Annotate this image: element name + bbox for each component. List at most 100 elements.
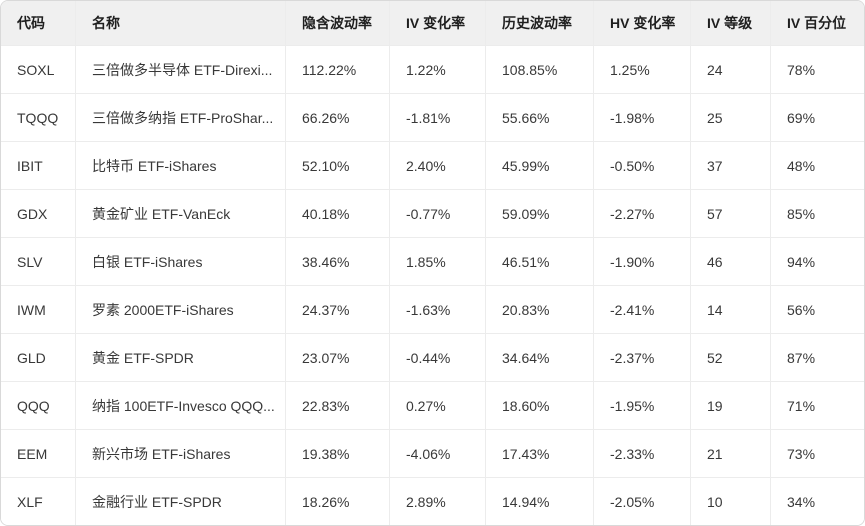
cell-xlf-iv: 18.26% [286, 478, 390, 525]
cell-iwm-name: 罗素 2000ETF-iShares [76, 286, 286, 334]
cell-iwm-iv_percentile: 56% [771, 286, 864, 334]
cell-qqq-iv_rank: 19 [691, 382, 771, 430]
cell-gdx-code: GDX [1, 190, 76, 238]
cell-eem-iv_change: -4.06% [390, 430, 486, 478]
cell-iwm-code: IWM [1, 286, 76, 334]
table-row-xlf[interactable]: XLF 金融行业 ETF-SPDR 18.26% 2.89% 14.94% -2.05% 1… [1, 478, 864, 525]
cell-soxl-name: 三倍做多半导体 ETF-Direxi... [76, 46, 286, 94]
cell-qqq-iv_percentile: 71% [771, 382, 864, 430]
cell-qqq-iv: 22.83% [286, 382, 390, 430]
table-row-qqq[interactable]: QQQ 纳指 100ETF-Invesco QQQ... 22.83% 0.27% 18… [1, 382, 864, 430]
cell-slv-iv_rank: 46 [691, 238, 771, 286]
cell-gdx-name: 黄金矿业 ETF-VanEck [76, 190, 286, 238]
cell-slv-iv: 38.46% [286, 238, 390, 286]
header-row: 代码 名称 隐含波动率 IV 变化率 历史波动率 HV 变化率 IV 等级 IV… [1, 1, 864, 46]
cell-tqqq-hv_change: -1.98% [594, 94, 691, 142]
cell-gld-hv: 34.64% [486, 334, 594, 382]
cell-iwm-hv: 20.83% [486, 286, 594, 334]
cell-gdx-hv_change: -2.27% [594, 190, 691, 238]
cell-soxl-iv_change: 1.22% [390, 46, 486, 94]
cell-slv-iv_percentile: 94% [771, 238, 864, 286]
cell-soxl-iv: 112.22% [286, 46, 390, 94]
cell-slv-name: 白银 ETF-iShares [76, 238, 286, 286]
cell-qqq-code: QQQ [1, 382, 76, 430]
cell-xlf-hv_change: -2.05% [594, 478, 691, 525]
cell-ibit-code: IBIT [1, 142, 76, 190]
cell-xlf-code: XLF [1, 478, 76, 525]
cell-eem-name: 新兴市场 ETF-iShares [76, 430, 286, 478]
cell-slv-iv_change: 1.85% [390, 238, 486, 286]
cell-ibit-hv: 45.99% [486, 142, 594, 190]
cell-eem-hv_change: -2.33% [594, 430, 691, 478]
cell-soxl-iv_percentile: 78% [771, 46, 864, 94]
cell-ibit-name: 比特币 ETF-iShares [76, 142, 286, 190]
cell-qqq-iv_change: 0.27% [390, 382, 486, 430]
column-header-iv-change[interactable]: IV 变化率 [390, 1, 486, 46]
cell-xlf-iv_percentile: 34% [771, 478, 864, 525]
cell-iwm-hv_change: -2.41% [594, 286, 691, 334]
cell-tqqq-iv_change: -1.81% [390, 94, 486, 142]
cell-xlf-iv_change: 2.89% [390, 478, 486, 525]
table-row-eem[interactable]: EEM 新兴市场 ETF-iShares 19.38% -4.06% 17.43% -2.… [1, 430, 864, 478]
cell-gdx-iv: 40.18% [286, 190, 390, 238]
cell-tqqq-code: TQQQ [1, 94, 76, 142]
cell-slv-hv: 46.51% [486, 238, 594, 286]
cell-eem-iv_rank: 21 [691, 430, 771, 478]
table-row-iwm[interactable]: IWM 罗素 2000ETF-iShares 24.37% -1.63% 20.83% -… [1, 286, 864, 334]
cell-slv-code: SLV [1, 238, 76, 286]
cell-ibit-hv_change: -0.50% [594, 142, 691, 190]
cell-ibit-iv_rank: 37 [691, 142, 771, 190]
table-row-slv[interactable]: SLV 白银 ETF-iShares 38.46% 1.85% 46.51% -1.90%… [1, 238, 864, 286]
cell-gld-iv: 23.07% [286, 334, 390, 382]
cell-iwm-iv: 24.37% [286, 286, 390, 334]
cell-qqq-hv_change: -1.95% [594, 382, 691, 430]
column-header-code[interactable]: 代码 [1, 1, 76, 46]
cell-xlf-hv: 14.94% [486, 478, 594, 525]
cell-gdx-iv_change: -0.77% [390, 190, 486, 238]
column-header-iv-rank[interactable]: IV 等级 [691, 1, 771, 46]
cell-tqqq-iv_percentile: 69% [771, 94, 864, 142]
cell-iwm-iv_change: -1.63% [390, 286, 486, 334]
cell-soxl-hv: 108.85% [486, 46, 594, 94]
table-row-gld[interactable]: GLD 黄金 ETF-SPDR 23.07% -0.44% 34.64% -2.37% 52… [1, 334, 864, 382]
cell-gld-hv_change: -2.37% [594, 334, 691, 382]
cell-xlf-name: 金融行业 ETF-SPDR [76, 478, 286, 525]
cell-gld-iv_rank: 52 [691, 334, 771, 382]
table-row-gdx[interactable]: GDX 黄金矿业 ETF-VanEck 40.18% -0.77% 59.09% -2.2… [1, 190, 864, 238]
cell-gdx-hv: 59.09% [486, 190, 594, 238]
cell-soxl-iv_rank: 24 [691, 46, 771, 94]
cell-iwm-iv_rank: 14 [691, 286, 771, 334]
cell-slv-hv_change: -1.90% [594, 238, 691, 286]
cell-gld-iv_percentile: 87% [771, 334, 864, 382]
cell-gdx-iv_percentile: 85% [771, 190, 864, 238]
cell-tqqq-iv_rank: 25 [691, 94, 771, 142]
cell-gld-iv_change: -0.44% [390, 334, 486, 382]
column-header-hv[interactable]: 历史波动率 [486, 1, 594, 46]
table-body: SOXL 三倍做多半导体 ETF-Direxi... 112.22% 1.22% 108… [1, 46, 864, 525]
cell-qqq-hv: 18.60% [486, 382, 594, 430]
column-header-iv-percentile[interactable]: IV 百分位 [771, 1, 864, 46]
cell-qqq-name: 纳指 100ETF-Invesco QQQ... [76, 382, 286, 430]
cell-gld-code: GLD [1, 334, 76, 382]
column-header-name[interactable]: 名称 [76, 1, 286, 46]
cell-tqqq-iv: 66.26% [286, 94, 390, 142]
cell-soxl-code: SOXL [1, 46, 76, 94]
cell-eem-iv: 19.38% [286, 430, 390, 478]
cell-eem-iv_percentile: 73% [771, 430, 864, 478]
cell-tqqq-name: 三倍做多纳指 ETF-ProShar... [76, 94, 286, 142]
column-header-iv[interactable]: 隐含波动率 [286, 1, 390, 46]
cell-eem-code: EEM [1, 430, 76, 478]
table-row-soxl[interactable]: SOXL 三倍做多半导体 ETF-Direxi... 112.22% 1.22% 108… [1, 46, 864, 94]
cell-tqqq-hv: 55.66% [486, 94, 594, 142]
table-row-tqqq[interactable]: TQQQ 三倍做多纳指 ETF-ProShar... 66.26% -1.81% 55.… [1, 94, 864, 142]
cell-xlf-iv_rank: 10 [691, 478, 771, 525]
cell-soxl-hv_change: 1.25% [594, 46, 691, 94]
column-header-hv-change[interactable]: HV 变化率 [594, 1, 691, 46]
cell-gdx-iv_rank: 57 [691, 190, 771, 238]
cell-gld-name: 黄金 ETF-SPDR [76, 334, 286, 382]
cell-ibit-iv_percentile: 48% [771, 142, 864, 190]
table-row-ibit[interactable]: IBIT 比特币 ETF-iShares 52.10% 2.40% 45.99% -0.5… [1, 142, 864, 190]
cell-ibit-iv_change: 2.40% [390, 142, 486, 190]
cell-eem-hv: 17.43% [486, 430, 594, 478]
